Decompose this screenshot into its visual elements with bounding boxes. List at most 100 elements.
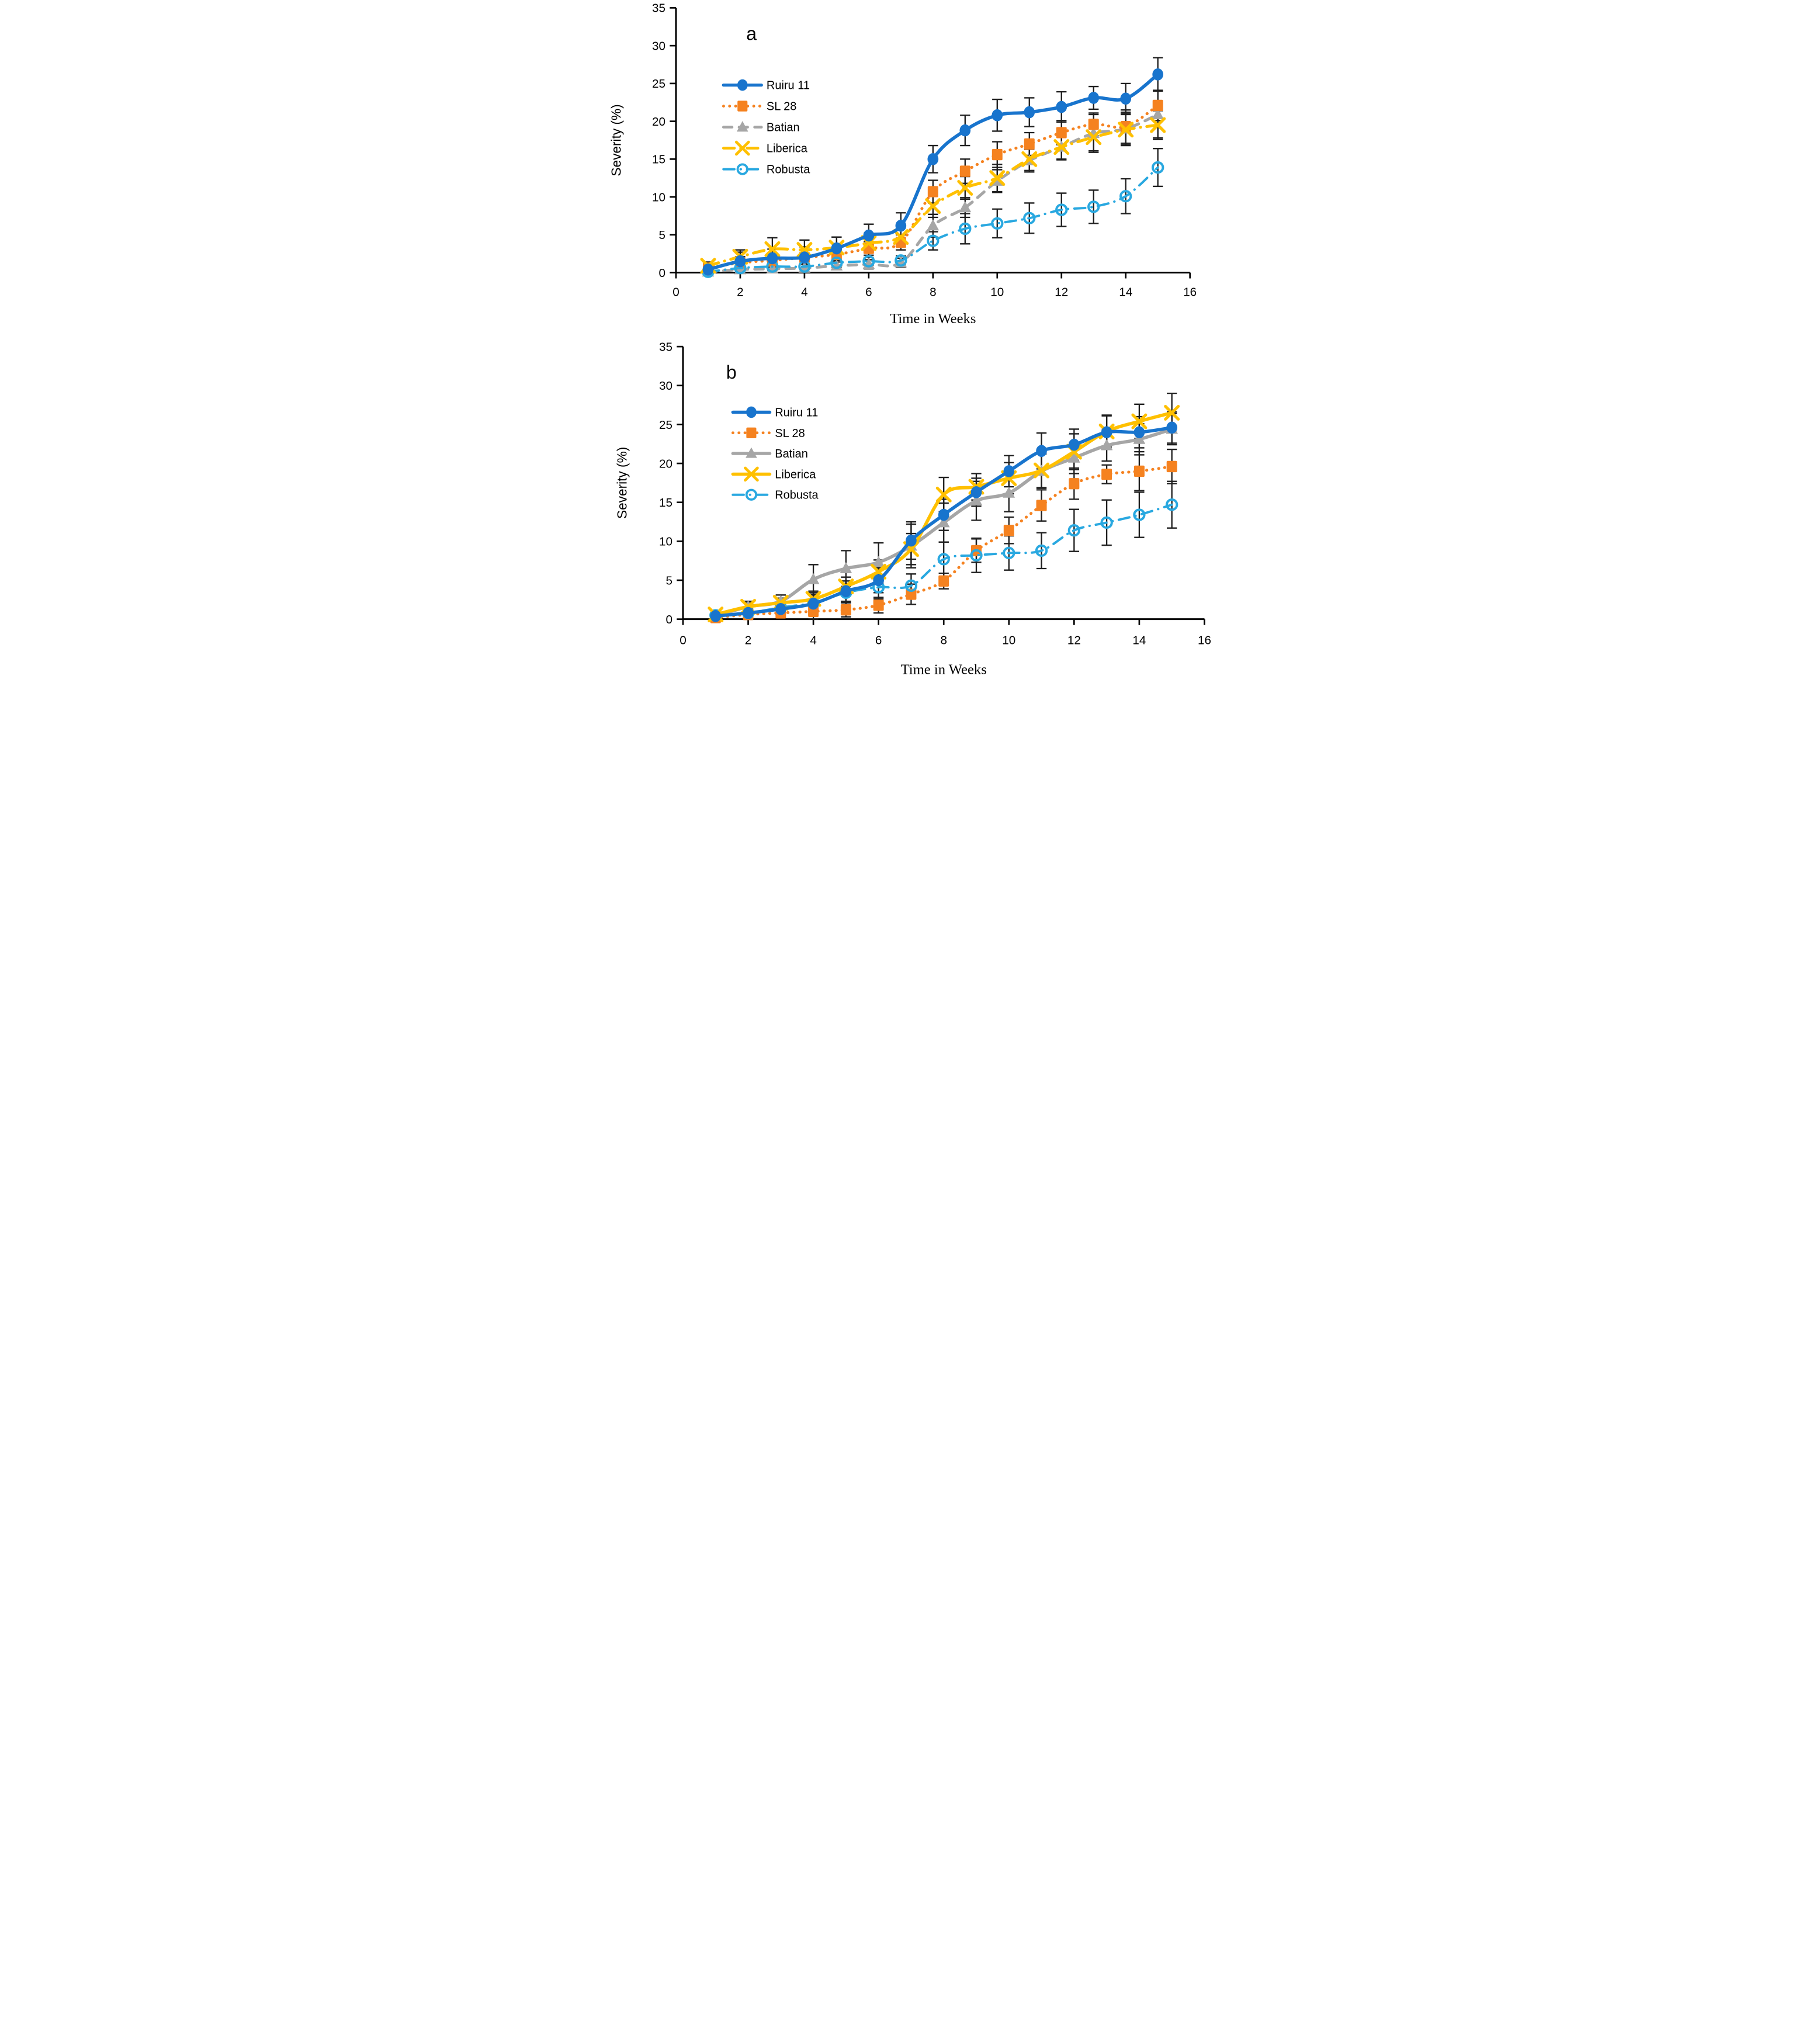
circle-marker [1166, 421, 1177, 434]
x-tick-label: 10 [990, 286, 1004, 299]
circle-marker [775, 602, 786, 615]
circle-marker [1101, 426, 1112, 439]
square-marker [1133, 465, 1145, 477]
x-tick-label: 14 [1119, 286, 1132, 299]
circle-marker [905, 534, 917, 547]
triangle-marker [1100, 439, 1112, 451]
triangle-marker [1002, 486, 1015, 498]
square-marker [1101, 469, 1112, 480]
legend-label: Batian [775, 448, 808, 460]
circle-marker [840, 585, 851, 597]
circle-marker [938, 508, 949, 521]
y-tick-label: 5 [665, 574, 672, 587]
x-marker [1149, 117, 1166, 133]
y-tick-label: 20 [658, 457, 672, 470]
square-marker [1088, 119, 1099, 130]
x-tick-label: 2 [744, 633, 751, 647]
open-circle-marker [1035, 544, 1048, 557]
open-circle-marker [937, 553, 950, 566]
square-marker [992, 148, 1003, 161]
circle-marker [895, 219, 906, 232]
error-bar [992, 208, 1002, 239]
triangle-marker [970, 494, 982, 506]
legend-label: Robusta [775, 489, 819, 502]
square-marker [873, 599, 884, 611]
series-ruiru-11 [702, 68, 1163, 276]
open-circle-marker [1002, 546, 1015, 560]
error-bar [927, 231, 938, 251]
series-liberica [699, 117, 1166, 274]
circle-marker [991, 109, 1003, 122]
x-tick-label: 8 [940, 633, 947, 647]
triangle-marker [937, 516, 950, 528]
square-marker [927, 186, 938, 197]
triangle-marker [926, 219, 939, 231]
x-tick-label: 6 [875, 633, 881, 647]
x-marker [1021, 151, 1037, 167]
open-circle-marker [1022, 212, 1035, 224]
series-line [713, 465, 1173, 619]
legend: Ruiru 11 SL 28 Batian Liberica Robusta [731, 406, 819, 502]
y-tick-label: 15 [652, 153, 665, 167]
series-robusta [701, 161, 1164, 278]
circle-marker [807, 597, 819, 610]
circle-marker [970, 486, 982, 498]
open-circle-marker [990, 217, 1003, 230]
y-tick-label: 10 [652, 190, 665, 204]
x-marker [1053, 139, 1069, 155]
x-tick-label: 2 [737, 286, 743, 299]
y-tick-label: 0 [658, 266, 665, 280]
panel-letter: a [746, 23, 757, 44]
x-tick-label: 14 [1132, 633, 1146, 647]
open-circle-marker [1165, 498, 1178, 511]
square-marker [959, 165, 970, 177]
circle-marker [959, 124, 970, 137]
chart-panel-b: 0 5 10 15 20 25 30 35 0 2 4 6 8 10 12 14 16 Severity (%) T… [614, 340, 1211, 677]
open-circle-marker [904, 579, 917, 592]
series-ruiru-11 [709, 421, 1177, 622]
panel-letter: b [726, 362, 736, 383]
triangle-marker [958, 201, 971, 213]
circle-marker [863, 229, 874, 242]
y-tick-label: 25 [652, 77, 665, 91]
error-bar [1133, 491, 1145, 538]
triangle-marker [736, 121, 748, 132]
y-tick-label: 25 [658, 418, 672, 432]
x-tick-label: 8 [930, 286, 936, 299]
x-marker [924, 198, 941, 214]
y-axis-title: Severity (%) [614, 447, 629, 519]
y-tick-label: 30 [652, 39, 665, 53]
legend-label: Ruiru 11 [775, 406, 818, 419]
y-tick-label: 0 [665, 613, 672, 626]
y-tick-label: 10 [658, 535, 672, 549]
open-circle-marker [1055, 203, 1067, 216]
square-marker [1068, 478, 1079, 490]
x-marker [1117, 122, 1133, 138]
circle-marker [1087, 92, 1099, 104]
x-tick-label: 16 [1197, 633, 1211, 647]
triangle-marker [745, 447, 757, 458]
circle-marker [746, 406, 757, 418]
circle-marker [734, 255, 746, 268]
x-tick-label: 0 [672, 286, 679, 299]
x-marker [764, 241, 780, 257]
circle-marker [1003, 465, 1014, 477]
open-circle-marker [745, 488, 757, 501]
triangle-marker [1067, 451, 1080, 463]
x-marker [1085, 129, 1101, 145]
x-tick-label: 4 [801, 286, 807, 299]
legend-label: SL 28 [775, 427, 805, 440]
x-marker [892, 229, 909, 245]
square-marker [746, 427, 756, 438]
y-tick-label: 35 [658, 340, 672, 354]
legend-label: SL 28 [766, 101, 796, 113]
x-tick-label: 10 [1002, 633, 1015, 647]
square-marker [1166, 460, 1177, 473]
x-axis-title: Time in Weeks [890, 311, 976, 327]
circle-marker [1133, 426, 1145, 439]
x-tick-label: 16 [1183, 286, 1197, 299]
open-circle-marker [969, 549, 983, 562]
x-marker [1033, 462, 1049, 479]
x-marker [734, 140, 750, 156]
